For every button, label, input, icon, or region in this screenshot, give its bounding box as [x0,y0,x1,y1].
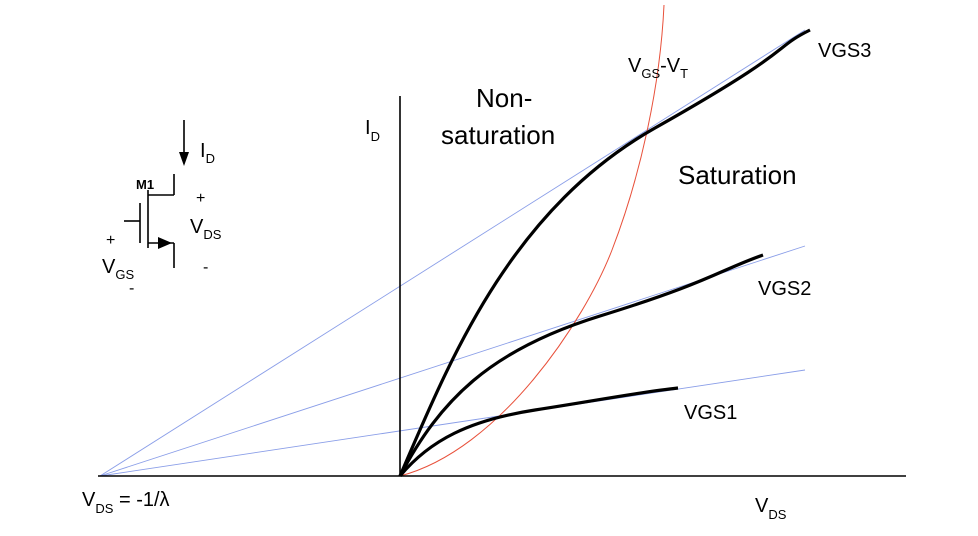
vgs-plus: + [106,232,115,249]
vgs2-label: VGS2 [758,278,811,300]
vds-label: VDS [190,216,222,242]
saturation-label: Saturation [678,160,797,190]
lambda-line-vgs1 [99,369,806,477]
drain-current-label: ID [200,140,215,166]
vgs1-label: VGS1 [684,402,737,424]
non-saturation-label-line1: Non- [476,83,532,113]
vds-plus: + [196,190,205,207]
y-axis-label: ID [365,117,380,144]
vds-minus: - [203,259,208,276]
curve-vgs3 [398,28,811,477]
source-arrow-icon [158,237,172,249]
curve-vgs2 [398,253,764,477]
lambda-line-vgs3 [99,29,806,477]
current-arrow-icon [179,152,189,166]
vgs3-label: VGS3 [818,40,871,62]
non-saturation-label-line2: saturation [441,120,555,150]
boundary-label: VGS-VT [628,55,688,81]
transistor-name: M1 [136,177,154,192]
vgs-label: VGS [102,256,134,282]
x-intercept-label: VDS = -1/λ [82,489,170,516]
curve-vgs1 [398,386,679,478]
x-axis-label: VDS [755,495,787,522]
saturation-boundary-curve [399,4,665,477]
vgs-minus: - [129,280,134,297]
transistor-symbol [124,120,189,268]
